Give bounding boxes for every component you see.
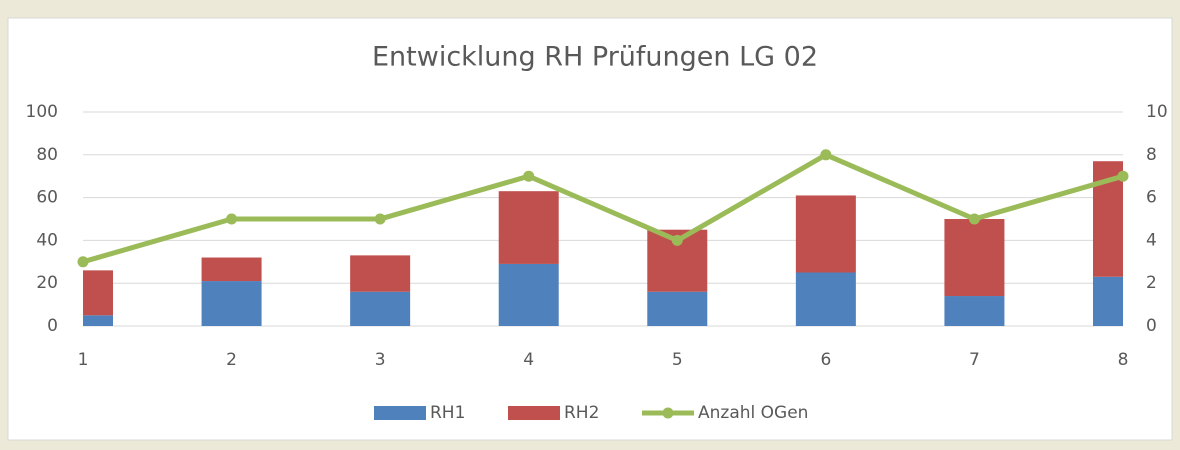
bar bbox=[201, 257, 262, 282]
y2-tick-label: 8 bbox=[1146, 145, 1157, 165]
y-tick-label: 80 bbox=[36, 145, 58, 165]
y-tick-label: 0 bbox=[47, 316, 58, 336]
x-tick-label: 7 bbox=[969, 350, 980, 370]
bar bbox=[350, 255, 411, 292]
bar bbox=[795, 195, 856, 273]
legend-label: Anzahl OGen bbox=[698, 403, 808, 423]
line-marker bbox=[226, 213, 238, 225]
x-tick-label: 3 bbox=[375, 350, 386, 370]
line-marker bbox=[671, 234, 683, 246]
bar bbox=[944, 219, 1005, 297]
line bbox=[82, 152, 1124, 265]
legend-swatch bbox=[374, 406, 426, 420]
legend-marker bbox=[662, 407, 674, 419]
bar bbox=[498, 191, 559, 264]
line-marker bbox=[374, 213, 386, 225]
bar bbox=[944, 296, 1005, 326]
y-tick-label: 100 bbox=[26, 102, 58, 122]
legend-label: RH1 bbox=[430, 403, 465, 423]
y2-tick-label: 4 bbox=[1146, 230, 1157, 250]
line-marker bbox=[77, 256, 89, 268]
y-tick-label: 20 bbox=[36, 273, 58, 293]
line-marker bbox=[820, 149, 832, 161]
y2-tick-label: 6 bbox=[1146, 188, 1157, 208]
bar bbox=[1093, 276, 1123, 326]
bar bbox=[350, 291, 411, 326]
y2-tick-label: 0 bbox=[1146, 316, 1157, 336]
legend-label: RH2 bbox=[564, 403, 599, 423]
line-marker bbox=[968, 213, 980, 225]
line-marker bbox=[1117, 170, 1129, 182]
chart-title: Entwicklung RH Prüfungen LG 02 bbox=[372, 42, 818, 73]
x-tick-label: 8 bbox=[1118, 350, 1129, 370]
bar bbox=[83, 315, 113, 326]
y2-tick-label: 2 bbox=[1146, 273, 1157, 293]
x-tick-label: 6 bbox=[820, 350, 831, 370]
y-tick-label: 60 bbox=[36, 188, 58, 208]
y-tick-label: 40 bbox=[36, 230, 58, 250]
bars bbox=[83, 161, 1123, 326]
bar bbox=[795, 272, 856, 326]
bar bbox=[83, 270, 113, 316]
bar bbox=[647, 291, 708, 326]
line-marker bbox=[523, 170, 535, 182]
x-tick-label: 5 bbox=[672, 350, 683, 370]
bar bbox=[498, 263, 559, 326]
x-tick-label: 4 bbox=[523, 350, 534, 370]
bar bbox=[201, 281, 262, 326]
y2-tick-label: 10 bbox=[1146, 102, 1168, 122]
x-tick-label: 2 bbox=[226, 350, 237, 370]
x-tick-label: 1 bbox=[78, 350, 89, 370]
legend-swatch bbox=[508, 406, 560, 420]
